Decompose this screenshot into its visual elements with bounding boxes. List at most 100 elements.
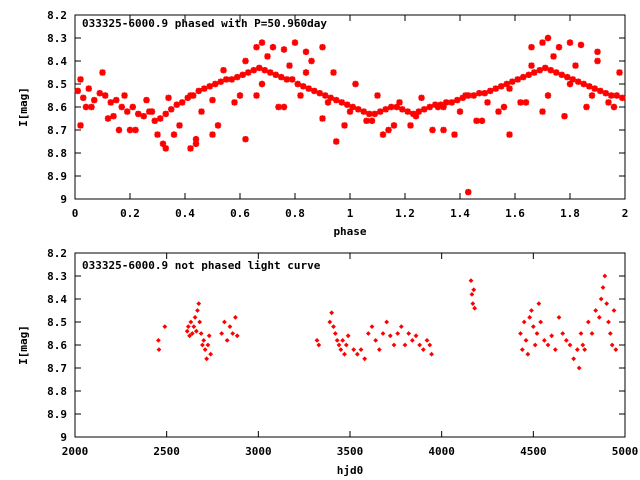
data-point <box>113 96 120 104</box>
y-tick-label: 8.6 <box>47 101 67 114</box>
y-tick-label: 8.7 <box>47 124 67 137</box>
data-points <box>156 273 619 371</box>
data-point <box>594 57 601 65</box>
data-point <box>338 99 345 106</box>
data-point <box>358 347 364 352</box>
data-point <box>187 145 194 152</box>
data-point <box>124 108 131 115</box>
data-point <box>355 106 362 113</box>
data-point <box>407 122 414 129</box>
data-point <box>498 83 505 90</box>
data-point <box>451 131 458 138</box>
data-point <box>560 331 566 336</box>
data-point <box>481 90 488 97</box>
data-point <box>354 351 360 357</box>
data-point <box>319 115 326 122</box>
data-point <box>316 342 322 348</box>
data-point <box>286 62 293 69</box>
data-point <box>536 301 542 306</box>
data-point <box>495 108 502 115</box>
plot-frame <box>74 252 626 438</box>
data-point <box>107 99 114 106</box>
data-point <box>291 39 299 46</box>
data-point <box>209 96 216 104</box>
x-axis-label: hjd0 <box>337 464 364 477</box>
y-tick-label: 8.9 <box>47 170 67 183</box>
y-axis-label: I[mag] <box>17 87 30 127</box>
data-point <box>399 106 406 113</box>
data-point <box>577 41 585 49</box>
data-point <box>542 64 549 72</box>
data-point <box>159 140 167 147</box>
data-point <box>410 110 417 118</box>
data-point <box>102 92 109 99</box>
data-point <box>424 338 430 343</box>
data-point <box>606 319 611 325</box>
data-point <box>205 342 211 348</box>
data-point <box>278 73 285 81</box>
data-point <box>385 126 392 134</box>
data-point <box>534 331 540 336</box>
data-point <box>334 338 340 343</box>
data-point <box>187 333 192 339</box>
data-point <box>580 80 587 88</box>
data-point <box>522 99 530 106</box>
y-tick-label: 8.5 <box>47 78 67 91</box>
data-point <box>196 301 202 306</box>
data-point <box>184 94 191 101</box>
data-point <box>227 324 233 329</box>
data-point <box>110 113 117 120</box>
data-point <box>197 319 203 325</box>
data-point <box>528 62 535 69</box>
data-point <box>484 99 491 106</box>
data-point <box>478 117 486 124</box>
data-point <box>409 338 415 343</box>
data-point <box>492 85 499 92</box>
data-point <box>269 44 277 51</box>
x-tick-label: 0.8 <box>285 207 305 220</box>
data-point <box>404 108 411 115</box>
data-point <box>275 103 282 111</box>
data-point <box>420 347 426 352</box>
data-point <box>99 69 106 76</box>
data-point <box>469 292 475 297</box>
data-point <box>283 76 290 83</box>
data-point <box>374 92 381 99</box>
data-point <box>529 308 534 313</box>
data-point <box>371 110 378 118</box>
data-point <box>192 136 200 143</box>
data-point <box>198 108 205 115</box>
data-point <box>544 92 552 99</box>
data-point <box>253 44 260 51</box>
data-point <box>234 73 241 81</box>
data-point <box>82 103 90 111</box>
data-point <box>121 92 128 99</box>
data-point <box>362 356 368 362</box>
data-point <box>413 333 419 339</box>
data-point <box>140 113 147 120</box>
data-point <box>426 103 433 111</box>
data-point <box>470 92 477 99</box>
y-tick-label: 8.3 <box>47 32 67 45</box>
y-tick-label: 8.8 <box>47 385 67 398</box>
data-point <box>280 46 288 53</box>
data-point <box>77 76 84 83</box>
data-point <box>519 347 525 352</box>
data-point <box>520 73 527 81</box>
data-point <box>585 319 591 325</box>
data-point <box>602 90 609 97</box>
data-point <box>222 319 227 325</box>
x-tick-label: 4500 <box>520 445 547 458</box>
data-point <box>382 106 389 113</box>
data-point <box>597 87 604 95</box>
x-tick-label: 3500 <box>337 445 364 458</box>
data-point <box>609 342 615 348</box>
data-point <box>558 71 565 78</box>
data-point <box>261 67 268 74</box>
data-point <box>569 76 576 83</box>
data-point <box>118 103 125 111</box>
data-point <box>571 356 577 362</box>
data-point <box>553 69 560 76</box>
x-tick-label: 1.4 <box>450 207 470 220</box>
data-point <box>373 338 379 343</box>
